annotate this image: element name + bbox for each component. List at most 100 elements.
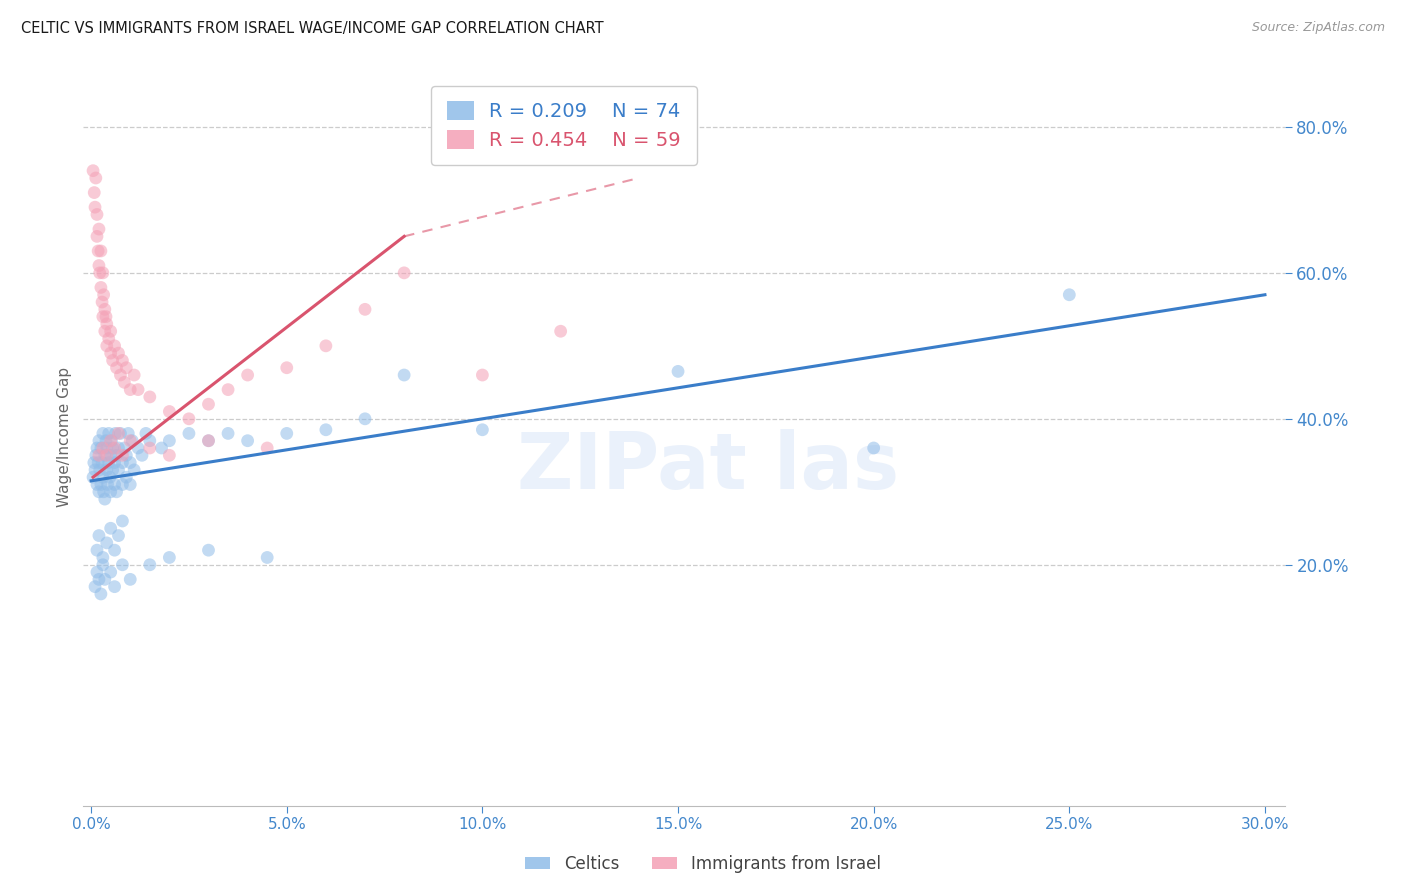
Point	[127, 383, 149, 397]
Point	[94, 492, 117, 507]
Point	[115, 470, 138, 484]
Point	[112, 376, 135, 390]
Point	[87, 448, 110, 462]
Point	[139, 434, 162, 448]
Point	[177, 426, 200, 441]
Point	[87, 434, 110, 448]
Point	[100, 346, 122, 360]
Point	[392, 368, 415, 382]
Point	[115, 360, 138, 375]
Text: CELTIC VS IMMIGRANTS FROM ISRAEL WAGE/INCOME GAP CORRELATION CHART: CELTIC VS IMMIGRANTS FROM ISRAEL WAGE/IN…	[21, 21, 603, 36]
Point	[107, 441, 129, 455]
Point	[90, 477, 112, 491]
Point	[127, 441, 149, 455]
Point	[104, 580, 127, 594]
Point	[550, 324, 572, 338]
Point	[84, 463, 107, 477]
Text: ZIPat las: ZIPat las	[517, 428, 898, 505]
Point	[117, 426, 139, 441]
Point	[94, 310, 117, 324]
Point	[135, 426, 157, 441]
Point	[94, 434, 117, 448]
Point	[91, 456, 114, 470]
Text: Source: ZipAtlas.com: Source: ZipAtlas.com	[1251, 21, 1385, 34]
Point	[84, 580, 107, 594]
Point	[157, 550, 180, 565]
Point	[236, 434, 259, 448]
Point	[101, 441, 124, 455]
Point	[354, 302, 377, 317]
Point	[107, 463, 129, 477]
Point	[91, 310, 114, 324]
Point	[111, 514, 134, 528]
Point	[87, 244, 110, 258]
Point	[139, 390, 162, 404]
Point	[86, 477, 108, 491]
Point	[236, 368, 259, 382]
Point	[120, 434, 142, 448]
Point	[86, 565, 108, 579]
Point	[90, 244, 112, 258]
Point	[83, 186, 105, 200]
Point	[87, 222, 110, 236]
Point	[97, 332, 120, 346]
Point	[89, 266, 111, 280]
Point	[120, 383, 142, 397]
Point	[315, 423, 337, 437]
Point	[86, 207, 108, 221]
Point	[100, 565, 122, 579]
Point	[150, 441, 173, 455]
Y-axis label: Wage/Income Gap: Wage/Income Gap	[58, 367, 72, 508]
Point	[217, 426, 239, 441]
Point	[100, 448, 122, 462]
Point	[82, 163, 104, 178]
Point	[86, 543, 108, 558]
Point	[105, 484, 128, 499]
Point	[96, 448, 118, 462]
Point	[90, 280, 112, 294]
Point	[197, 434, 219, 448]
Legend: R = 0.209    N = 74, R = 0.454    N = 59: R = 0.209 N = 74, R = 0.454 N = 59	[432, 86, 696, 165]
Point	[107, 528, 129, 542]
Point	[96, 536, 118, 550]
Point	[111, 456, 134, 470]
Point	[94, 573, 117, 587]
Point	[86, 229, 108, 244]
Legend: Celtics, Immigrants from Israel: Celtics, Immigrants from Israel	[519, 848, 887, 880]
Point	[93, 287, 115, 301]
Point	[91, 266, 114, 280]
Point	[471, 423, 494, 437]
Point	[115, 448, 138, 462]
Point	[177, 412, 200, 426]
Point	[157, 404, 180, 418]
Point	[256, 441, 278, 455]
Point	[84, 200, 107, 214]
Point	[104, 477, 127, 491]
Point	[90, 441, 112, 455]
Point	[87, 484, 110, 499]
Point	[91, 295, 114, 310]
Point	[97, 426, 120, 441]
Point	[87, 573, 110, 587]
Point	[157, 448, 180, 462]
Point	[96, 441, 118, 455]
Point	[111, 448, 134, 462]
Point	[101, 463, 124, 477]
Point	[82, 470, 104, 484]
Point	[862, 441, 884, 455]
Point	[100, 484, 122, 499]
Point	[111, 353, 134, 368]
Point	[666, 364, 689, 378]
Point	[94, 302, 117, 317]
Point	[217, 383, 239, 397]
Point	[104, 426, 127, 441]
Point	[197, 434, 219, 448]
Point	[122, 463, 145, 477]
Point	[98, 470, 121, 484]
Point	[94, 324, 117, 338]
Point	[91, 441, 114, 455]
Point	[84, 171, 107, 186]
Point	[139, 558, 162, 572]
Point	[120, 573, 142, 587]
Point	[256, 550, 278, 565]
